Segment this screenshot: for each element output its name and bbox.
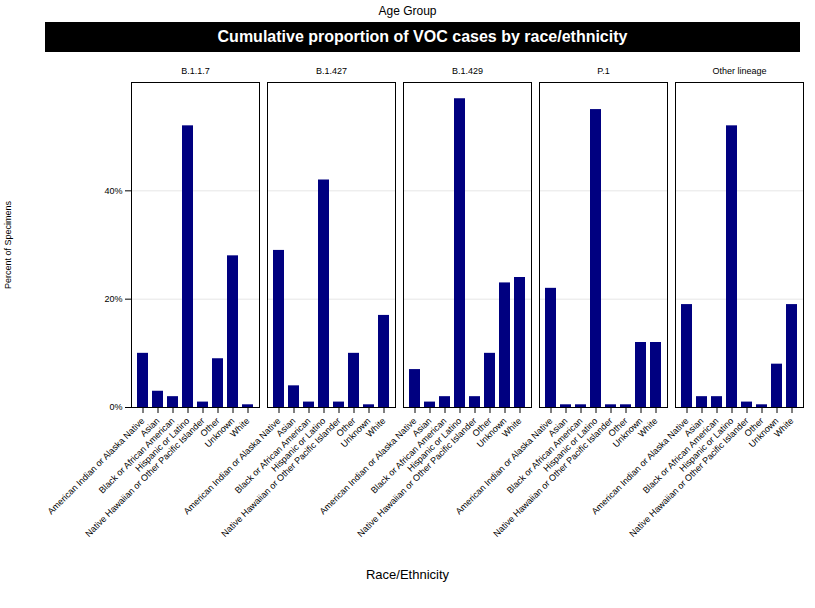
- svg-text:Unknown: Unknown: [474, 415, 509, 450]
- svg-text:White: White: [228, 416, 251, 439]
- svg-text:Unknown: Unknown: [338, 415, 373, 450]
- svg-text:White: White: [364, 416, 387, 439]
- svg-text:Native Hawaiian or Other Pacif: Native Hawaiian or Other Pacific Islande…: [355, 416, 478, 539]
- svg-text:American Indian or Alaska Nati: American Indian or Alaska Native: [453, 415, 555, 517]
- svg-text:Asian: Asian: [410, 415, 434, 439]
- svg-text:Hispanic or Latino: Hispanic or Latino: [269, 415, 328, 474]
- svg-text:White: White: [772, 416, 795, 439]
- svg-text:Hispanic or Latino: Hispanic or Latino: [541, 415, 600, 474]
- svg-text:Black or African American: Black or African American: [368, 415, 449, 496]
- svg-text:P.1: P.1: [597, 66, 609, 76]
- svg-text:Black or African American: Black or African American: [96, 415, 177, 496]
- svg-text:Other lineage: Other lineage: [712, 66, 766, 76]
- svg-text:B.1.429: B.1.429: [452, 66, 483, 76]
- svg-text:Asian: Asian: [682, 415, 706, 439]
- svg-text:40%: 40%: [104, 186, 122, 196]
- svg-text:Other: Other: [742, 415, 766, 439]
- svg-text:American Indian or Alaska Nati: American Indian or Alaska Native: [45, 415, 147, 517]
- svg-text:Other: Other: [334, 415, 358, 439]
- svg-text:American Indian or Alaska Nati: American Indian or Alaska Native: [317, 415, 419, 517]
- html-text:Race/Ethnicity: Race/Ethnicity: [366, 567, 449, 582]
- svg-text:Black or African American: Black or African American: [640, 415, 721, 496]
- svg-text:B.1.1.7: B.1.1.7: [181, 66, 210, 76]
- svg-text:American Indian or Alaska Nati: American Indian or Alaska Native: [181, 415, 283, 517]
- svg-text:Asian: Asian: [138, 415, 162, 439]
- svg-text:Native Hawaiian or Other Pacif: Native Hawaiian or Other Pacific Islande…: [83, 416, 206, 539]
- svg-text:Other: Other: [470, 415, 494, 439]
- svg-text:Native Hawaiian or Other Pacif: Native Hawaiian or Other Pacific Islande…: [491, 416, 614, 539]
- svg-text:Asian: Asian: [274, 415, 298, 439]
- svg-text:Unknown: Unknown: [610, 415, 645, 450]
- svg-text:Hispanic or Latino: Hispanic or Latino: [133, 415, 192, 474]
- svg-text:Other: Other: [606, 415, 630, 439]
- svg-text:Percent of Specimens: Percent of Specimens: [3, 200, 13, 289]
- svg-text:B.1.427: B.1.427: [316, 66, 347, 76]
- svg-text:White: White: [500, 416, 523, 439]
- svg-text:Hispanic or Latino: Hispanic or Latino: [677, 415, 736, 474]
- svg-text:Unknown: Unknown: [202, 415, 237, 450]
- svg-text:20%: 20%: [104, 294, 122, 304]
- svg-text:Black or African American: Black or African American: [504, 415, 585, 496]
- svg-text:Native Hawaiian or Other Pacif: Native Hawaiian or Other Pacific Islande…: [627, 416, 750, 539]
- svg-text:Hispanic or Latino: Hispanic or Latino: [405, 415, 464, 474]
- svg-text:Other: Other: [198, 415, 222, 439]
- html-text:Age Group: Age Group: [378, 4, 437, 18]
- html-text:Cumulative proportion of VOC c: Cumulative proportion of VOC cases by ra…: [217, 28, 628, 45]
- svg-text:Native Hawaiian or Other Pacif: Native Hawaiian or Other Pacific Islande…: [219, 416, 342, 539]
- svg-text:0%: 0%: [109, 402, 122, 412]
- svg-text:Unknown: Unknown: [746, 415, 781, 450]
- svg-text:Black or African American: Black or African American: [232, 415, 313, 496]
- svg-text:American Indian or Alaska Nati: American Indian or Alaska Native: [589, 415, 691, 517]
- svg-text:White: White: [636, 416, 659, 439]
- svg-text:Asian: Asian: [546, 415, 570, 439]
